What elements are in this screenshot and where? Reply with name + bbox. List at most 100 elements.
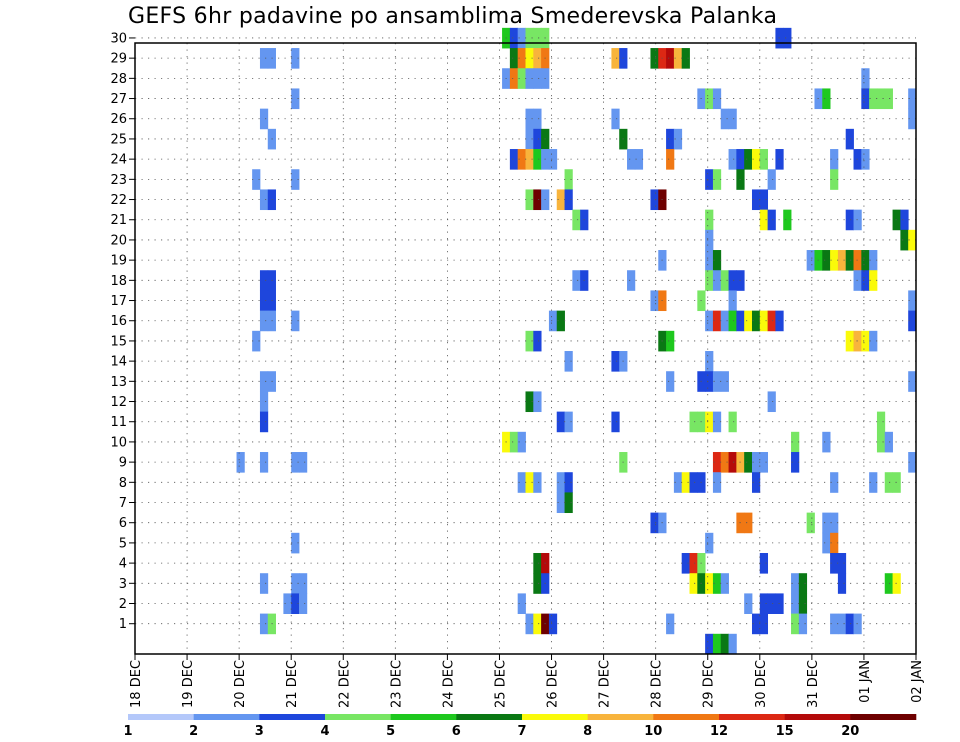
heatmap-cell [876,411,886,433]
heatmap-cell [650,512,659,534]
heatmap-cell [650,48,659,69]
y-tick-label: 20 [110,233,127,248]
heatmap-cell [517,27,526,49]
heatmap-cell [791,431,800,453]
heatmap-cell [556,310,565,332]
x-tick-label: 25 DEC [494,660,509,708]
heatmap-cell [705,229,714,251]
heatmap-cell [712,169,722,190]
y-tick-label: 10 [110,435,127,450]
heatmap-cell [533,189,542,211]
heatmap-cell [744,452,753,473]
y-tick-label: 25 [110,132,127,147]
heatmap-cell [751,310,761,332]
heatmap-cell [720,371,729,392]
x-tick-label: 29 DEC [702,660,717,708]
heatmap-cell [689,411,698,433]
heatmap-cell [830,149,839,170]
heatmap-cell [712,88,722,110]
y-tick-label: 17 [110,294,127,309]
heatmap-cell [728,290,737,312]
x-tick-label: 30 DEC [754,660,769,708]
heatmap-cell [861,88,870,110]
colorbar-swatch [522,714,588,720]
heatmap-cell [759,310,769,332]
heatmap-cell [259,452,269,473]
y-tick-label: 4 [119,557,127,572]
heatmap-cell [236,452,245,473]
heatmap-cell [259,411,269,433]
heatmap-cell [611,108,620,130]
y-tick-label: 1 [119,617,127,632]
heatmap-cell [666,371,675,392]
heatmap-cell [627,149,636,170]
heatmap-cell [259,310,269,332]
heatmap-cell [720,633,729,655]
heatmap-cell [759,553,769,574]
heatmap-cell [728,270,737,291]
heatmap-cell [798,573,808,594]
y-tick-label: 3 [119,577,127,592]
heatmap-cell [869,330,878,352]
heatmap-cell [830,472,839,493]
heatmap-cell [744,512,753,534]
heatmap-cell [751,189,761,211]
heatmap-cell [533,149,542,170]
heatmap-cell [673,472,683,493]
heatmap-cell [845,209,854,231]
heatmap-cell [283,593,292,614]
heatmap-cell [751,613,761,635]
heatmap-cell [791,452,800,473]
heatmap-cell [830,250,839,271]
colorbar-swatch [390,714,457,720]
heatmap-cell [533,553,542,574]
heatmap-cell [806,512,815,534]
heatmap-cell [572,209,581,231]
heatmap-cell [712,411,722,433]
colorbar-swatch [325,714,391,720]
heatmap-cell [650,290,659,312]
heatmap-cell [666,613,675,635]
colorbar-swatch [653,714,720,720]
heatmap-cell [259,371,269,392]
heatmap-cell [705,371,714,392]
heatmap-cell [712,452,722,473]
heatmap-cell [525,128,534,150]
colorbar: 1 2 3 4 5 6 7 8 10 12 15 20 [123,714,917,739]
heatmap-cell [767,169,776,190]
heatmap-cell [791,613,800,635]
heatmap-cell [869,250,878,271]
heatmap-cell [720,573,729,594]
heatmap-cell [509,431,519,453]
heatmap-cell [720,270,729,291]
heatmap-cell [837,250,847,271]
x-tick-label: 19 DEC [181,660,196,708]
heatmap-cell [525,613,534,635]
heatmap-cell [744,310,753,332]
heatmap-cell [728,310,737,332]
heatmap-cell [830,553,839,574]
y-tick-label: 16 [110,314,127,329]
y-tick-label: 21 [110,213,127,228]
heatmap-cell [299,452,308,473]
heatmap-cell [681,472,690,493]
heatmap-cell [252,169,261,190]
heatmap-cell [291,48,300,69]
heatmap-cell [728,108,737,130]
plot-frame [134,42,917,655]
heatmap-cell [291,573,300,594]
heatmap-cell [830,613,839,635]
heatmap-cell [564,351,573,372]
heatmap-cell [728,149,737,170]
heatmap-cell [830,512,839,534]
heatmap-cell [884,472,893,493]
heatmap-cell [876,88,886,110]
heatmap-cell [533,48,542,69]
heatmap-cell [712,371,722,392]
heatmap-cell [517,48,526,69]
heatmap-cell [822,250,831,271]
heatmap-cell [525,472,534,493]
heatmap-cell [869,270,878,291]
colorbar-label: 7 [517,724,526,739]
heatmap-cell [509,68,519,89]
